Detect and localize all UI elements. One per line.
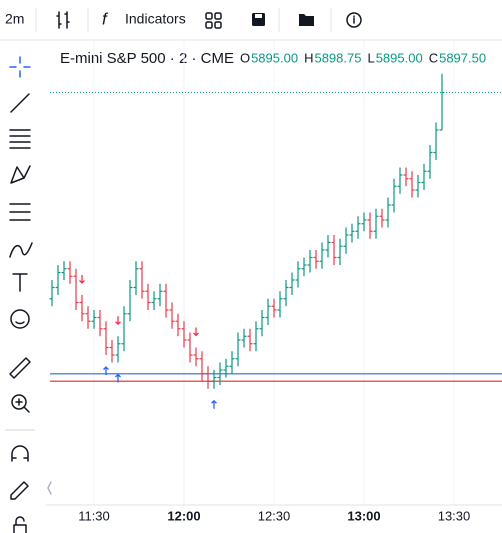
emoji-tool[interactable] — [10, 309, 30, 329]
x-tick-label: 13:00 — [347, 508, 380, 523]
ohlc-value: 5897.50 — [439, 50, 486, 65]
symbol-title: E-mini S&P 500 · 2 · CME — [60, 50, 234, 67]
x-tick-label: 12:30 — [258, 508, 291, 523]
x-tick-label: 12:00 — [167, 508, 200, 523]
save-button[interactable] — [252, 13, 265, 26]
ohlc-label: L — [367, 50, 374, 65]
ohlc-value: 5898.75 — [314, 50, 361, 65]
ohlc-value: 5895.00 — [251, 50, 298, 65]
ruler-tool[interactable] — [9, 357, 31, 379]
ohlc-label: H — [304, 50, 313, 65]
magnet-tool[interactable] — [11, 445, 29, 462]
signal-arrow — [79, 275, 85, 284]
indicators-icon[interactable]: f — [102, 9, 109, 28]
text-tool[interactable] — [12, 273, 28, 292]
zoom-tool[interactable] — [11, 394, 30, 413]
signal-arrow — [103, 366, 109, 375]
signal-arrow — [193, 327, 199, 337]
projection-tool[interactable] — [9, 203, 31, 221]
left-toolbar — [5, 56, 52, 533]
draw-mode-tool[interactable] — [10, 481, 29, 500]
x-tick-label: 11:30 — [78, 508, 110, 523]
indicators-button[interactable]: Indicators — [125, 11, 186, 27]
signal-arrow — [115, 316, 121, 326]
ohlc-label: O — [240, 50, 250, 65]
plot: 11:30 12:00 12:30 13:00 13:30 — [46, 40, 502, 523]
pattern-tool[interactable] — [10, 165, 31, 184]
ohlc-label: C — [429, 50, 438, 65]
lock-tool[interactable] — [13, 516, 27, 533]
brush-tool[interactable] — [9, 242, 33, 258]
templates-button[interactable] — [205, 12, 222, 29]
collapse-button[interactable] — [47, 481, 52, 495]
open-button[interactable] — [299, 14, 314, 26]
trend-line-tool[interactable] — [10, 93, 30, 113]
legend: E-mini S&P 500 · 2 · CME — [60, 50, 234, 67]
interval-button[interactable]: 2m — [5, 11, 24, 27]
crosshair-tool[interactable] — [9, 56, 31, 78]
ohlc-value: 5895.00 — [376, 50, 423, 65]
chart-type-button[interactable] — [56, 11, 70, 29]
x-tick-label: 13:30 — [438, 508, 471, 523]
info-button[interactable] — [346, 12, 362, 28]
signal-arrow — [211, 399, 217, 409]
fib-tool[interactable] — [9, 129, 31, 149]
top-toolbar: 2m f Indicators — [5, 8, 362, 32]
signal-arrow — [115, 373, 121, 383]
